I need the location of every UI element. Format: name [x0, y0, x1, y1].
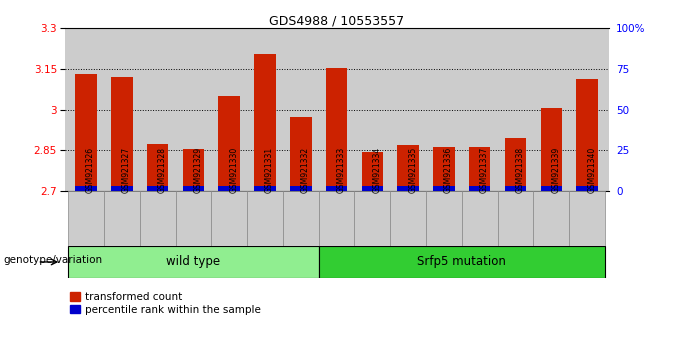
Bar [469, 147, 490, 191]
Bar [75, 74, 97, 191]
Bar [111, 77, 133, 191]
Bar [390, 191, 426, 246]
Bar [104, 191, 140, 246]
Text: GSM921339: GSM921339 [551, 147, 560, 193]
Text: GSM921327: GSM921327 [122, 147, 131, 193]
Bar [326, 68, 347, 191]
Text: GSM921334: GSM921334 [373, 147, 381, 193]
Text: GSM921340: GSM921340 [587, 147, 596, 193]
Bar [433, 186, 455, 191]
Bar [569, 191, 605, 246]
Bar [68, 246, 319, 278]
Bar [426, 191, 462, 246]
Legend: transformed count, percentile rank within the sample: transformed count, percentile rank withi… [70, 292, 261, 315]
Bar [362, 186, 383, 191]
Bar [319, 191, 354, 246]
Bar [290, 116, 311, 191]
Bar [433, 147, 455, 191]
Text: GSM921332: GSM921332 [301, 147, 310, 193]
Bar [175, 191, 211, 246]
Bar [254, 186, 276, 191]
Text: GSM921335: GSM921335 [408, 147, 417, 193]
Bar [397, 145, 419, 191]
Text: GSM921333: GSM921333 [337, 147, 345, 193]
Bar [469, 186, 490, 191]
Bar [247, 191, 283, 246]
Bar [505, 186, 526, 191]
Bar [147, 144, 169, 191]
Text: GSM921338: GSM921338 [515, 147, 524, 193]
Text: GSM921329: GSM921329 [193, 147, 203, 193]
Bar [254, 54, 276, 191]
Text: GSM921326: GSM921326 [86, 147, 95, 193]
Text: GSM921330: GSM921330 [229, 147, 238, 193]
Text: GSM921328: GSM921328 [158, 147, 167, 193]
Bar [577, 186, 598, 191]
Text: wild type: wild type [167, 256, 220, 268]
Bar [218, 186, 240, 191]
Bar [362, 152, 383, 191]
Bar [319, 246, 605, 278]
Bar [498, 191, 533, 246]
Bar [283, 191, 319, 246]
Bar [326, 186, 347, 191]
Bar [505, 138, 526, 191]
Bar [354, 191, 390, 246]
Title: GDS4988 / 10553557: GDS4988 / 10553557 [269, 14, 404, 27]
Bar [140, 191, 175, 246]
Bar [211, 191, 247, 246]
Bar [541, 108, 562, 191]
Text: GSM921331: GSM921331 [265, 147, 274, 193]
Text: genotype/variation: genotype/variation [3, 255, 103, 265]
Text: GSM921337: GSM921337 [480, 147, 489, 193]
Bar [397, 186, 419, 191]
Bar [147, 186, 169, 191]
Bar [75, 186, 97, 191]
Bar [111, 186, 133, 191]
Bar [577, 79, 598, 191]
Bar [541, 186, 562, 191]
Bar [183, 149, 204, 191]
Text: GSM921336: GSM921336 [444, 147, 453, 193]
Bar [218, 96, 240, 191]
Bar [533, 191, 569, 246]
Bar [68, 191, 104, 246]
Bar [290, 186, 311, 191]
Text: Srfp5 mutation: Srfp5 mutation [418, 256, 507, 268]
Bar [183, 186, 204, 191]
Bar [462, 191, 498, 246]
